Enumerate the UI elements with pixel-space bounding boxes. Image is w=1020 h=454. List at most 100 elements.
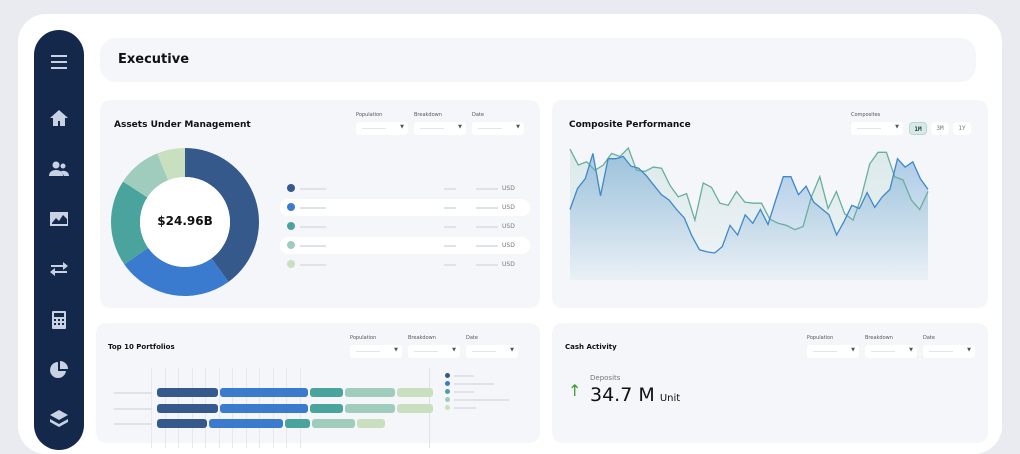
- legend-row[interactable]: USD: [280, 237, 530, 254]
- users-icon[interactable]: [49, 159, 69, 179]
- placeholder-bar: [476, 226, 498, 228]
- population-filter[interactable]: Population ▼: [350, 335, 402, 358]
- home-icon[interactable]: [49, 108, 69, 128]
- donut-slice[interactable]: [110, 181, 149, 265]
- legend-dot: [287, 203, 295, 211]
- series-line: [569, 153, 929, 254]
- bar-segment[interactable]: [310, 403, 343, 413]
- page-title: Executive: [118, 52, 190, 67]
- bar-segment[interactable]: [220, 403, 308, 413]
- placeholder-bar: [476, 207, 498, 209]
- deposits-value: 34.7 M: [590, 384, 655, 406]
- legend-dot: [287, 184, 295, 192]
- population-select[interactable]: ▼: [807, 345, 859, 358]
- caret-down-icon: ▼: [895, 124, 899, 130]
- placeholder-bar: [300, 188, 326, 190]
- legend-row[interactable]: USD: [280, 218, 530, 235]
- chart-icon[interactable]: [49, 209, 69, 229]
- legend-dot: [445, 389, 450, 394]
- row-label-placeholder: [114, 423, 152, 425]
- legend-dot: [445, 373, 450, 378]
- caret-down-icon: ▼: [909, 347, 913, 353]
- bar-segment[interactable]: [310, 388, 343, 397]
- breakdown-filter[interactable]: Breakdown ▼: [414, 112, 466, 135]
- legend-row[interactable]: USD: [280, 256, 530, 273]
- cash-card: Cash Activity Population ▼ Breakdown ▼ Dat…: [552, 323, 988, 443]
- pie-chart-icon[interactable]: [49, 360, 69, 380]
- bar-segment[interactable]: [157, 388, 218, 397]
- date-select[interactable]: ▼: [923, 345, 975, 358]
- breakdown-filter[interactable]: Breakdown ▼: [865, 335, 917, 358]
- placeholder-bar: [300, 207, 326, 209]
- population-select[interactable]: ▼: [350, 345, 402, 358]
- deposits-label: Deposits: [590, 374, 621, 382]
- row-label-placeholder: [114, 407, 152, 410]
- legend-placeholder: [454, 407, 476, 409]
- placeholder-bar: [300, 245, 326, 247]
- bar-segment[interactable]: [209, 419, 283, 428]
- caret-down-icon: ▼: [967, 347, 971, 353]
- legend-placeholder: [454, 383, 494, 385]
- range-3m-button[interactable]: 3M: [931, 122, 949, 135]
- date-filter[interactable]: Date ▼: [466, 335, 518, 358]
- menu-icon[interactable]: [49, 52, 69, 72]
- date-select[interactable]: ▼: [472, 122, 524, 135]
- breakdown-filter[interactable]: Breakdown ▼: [408, 335, 460, 358]
- aum-total: $24.96B: [157, 214, 213, 228]
- cash-title: Cash Activity: [565, 343, 617, 351]
- legend-dot: [445, 405, 450, 410]
- aum-donut-chart: [110, 148, 259, 296]
- composite-card: Composite Performance Composites ▼ 1M 3M …: [552, 100, 988, 308]
- legend-placeholder: [454, 375, 474, 377]
- donut-slice[interactable]: [157, 148, 185, 181]
- legend-row[interactable]: USD: [280, 199, 530, 216]
- donut-slice[interactable]: [123, 153, 169, 198]
- population-filter[interactable]: Population ▼: [356, 112, 408, 135]
- aum-title: Assets Under Management: [114, 120, 251, 130]
- population-filter[interactable]: Population ▼: [807, 335, 859, 358]
- date-filter[interactable]: Date ▼: [923, 335, 975, 358]
- layers-icon[interactable]: [49, 408, 69, 428]
- legend-dot: [287, 260, 295, 268]
- caret-down-icon: ▼: [510, 347, 514, 353]
- breakdown-select[interactable]: ▼: [865, 345, 917, 358]
- bar-segment[interactable]: [312, 419, 355, 428]
- bar-segment[interactable]: [285, 419, 310, 428]
- composites-select[interactable]: ▼: [851, 122, 903, 135]
- bar-segment[interactable]: [397, 388, 433, 397]
- caret-down-icon: ▼: [452, 347, 456, 353]
- donut-slice[interactable]: [124, 247, 229, 296]
- legend-unit: USD: [502, 223, 515, 230]
- range-1m-button[interactable]: 1M: [909, 122, 927, 135]
- date-select[interactable]: ▼: [466, 345, 518, 358]
- bar-segment[interactable]: [345, 403, 395, 413]
- population-select[interactable]: ▼: [356, 122, 408, 135]
- transfer-icon[interactable]: [49, 259, 69, 279]
- bar-segment[interactable]: [357, 419, 385, 428]
- legend-placeholder: [454, 391, 474, 393]
- date-filter[interactable]: Date ▼: [472, 112, 524, 135]
- legend-dot: [287, 222, 295, 230]
- bar-segment[interactable]: [157, 419, 207, 428]
- filter-label: Population: [356, 112, 383, 118]
- breakdown-select[interactable]: ▼: [414, 122, 466, 135]
- donut-hole: [140, 177, 230, 267]
- calculator-icon[interactable]: [49, 310, 69, 330]
- top10-title: Top 10 Portfolios: [108, 343, 175, 351]
- grid-line: [218, 368, 220, 448]
- bar-segment[interactable]: [345, 388, 395, 397]
- bar-segment[interactable]: [220, 388, 308, 397]
- range-1y-button[interactable]: 1Y: [953, 122, 971, 135]
- arrow-up-icon: ↑: [568, 381, 582, 400]
- breakdown-select[interactable]: ▼: [408, 345, 460, 358]
- donut-slice[interactable]: [185, 148, 259, 282]
- deposits-unit: Unit: [659, 393, 681, 404]
- composites-filter[interactable]: Composites ▼: [851, 112, 903, 135]
- bar-segment[interactable]: [157, 403, 218, 413]
- legend-row[interactable]: USD: [280, 180, 530, 197]
- filter-label: Breakdown: [408, 335, 436, 341]
- bar-segment[interactable]: [397, 403, 433, 413]
- caret-down-icon: ▼: [400, 124, 404, 130]
- legend-unit: USD: [502, 185, 515, 192]
- top10-card: Top 10 Portfolios Population ▼ Breakdown ▼…: [96, 323, 540, 448]
